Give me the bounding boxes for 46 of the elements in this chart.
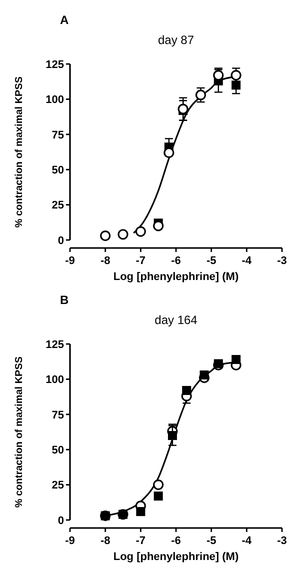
point — [182, 386, 192, 395]
point — [100, 230, 111, 242]
y-tick-label: 125 — [46, 338, 64, 351]
x-tick-label: -3 — [277, 535, 287, 547]
x-tick-label: -5 — [206, 255, 216, 267]
y-tick-label: 100 — [46, 94, 64, 106]
point — [200, 370, 209, 380]
point — [153, 480, 164, 490]
x-tick-label: -6 — [171, 255, 181, 267]
x-tick-label: -7 — [136, 255, 146, 267]
x-tick-label: -4 — [242, 255, 252, 267]
chart-title: day 87 — [158, 33, 194, 47]
point — [232, 354, 241, 364]
y-tick-label: 25 — [52, 480, 64, 492]
x-tick-label: -4 — [242, 535, 252, 547]
x-tick-label: -6 — [171, 535, 181, 547]
text: A — [60, 13, 69, 27]
point — [136, 507, 146, 516]
text: B — [60, 293, 69, 307]
x-tick-label: -3 — [277, 255, 287, 267]
point — [153, 220, 164, 232]
x-tick-label: -8 — [100, 535, 110, 547]
y-axis-title: % contraction of maximal KPSS — [14, 356, 25, 508]
y-tick-label: 0 — [58, 234, 64, 247]
y-axis-title: % contraction of maximal KPSS — [14, 76, 25, 228]
chart-title: day 164 — [154, 313, 198, 327]
x-axis-title: Log [phenylephrine] (M) — [113, 551, 239, 563]
point — [118, 229, 128, 240]
x-axis-title: Log [phenylephrine] (M) — [113, 271, 239, 283]
y-tick-label: 75 — [52, 129, 64, 142]
y-tick-label: 25 — [52, 200, 64, 212]
x-tick-label: -7 — [136, 535, 146, 547]
y-tick-label: 0 — [58, 514, 64, 527]
point — [195, 90, 206, 100]
y-tick-label: 75 — [52, 409, 64, 422]
x-tick-label: -9 — [65, 535, 75, 547]
y-tick-label: 50 — [52, 164, 64, 176]
x-tick-label: -8 — [100, 255, 110, 267]
x-tick-label: -5 — [206, 535, 216, 547]
y-tick-label: 50 — [52, 444, 64, 456]
y-tick-label: 125 — [46, 58, 64, 71]
point — [154, 492, 163, 501]
y-tick-label: 100 — [46, 374, 64, 386]
point — [168, 431, 177, 440]
point — [135, 226, 146, 237]
x-tick-label: -9 — [65, 255, 75, 267]
